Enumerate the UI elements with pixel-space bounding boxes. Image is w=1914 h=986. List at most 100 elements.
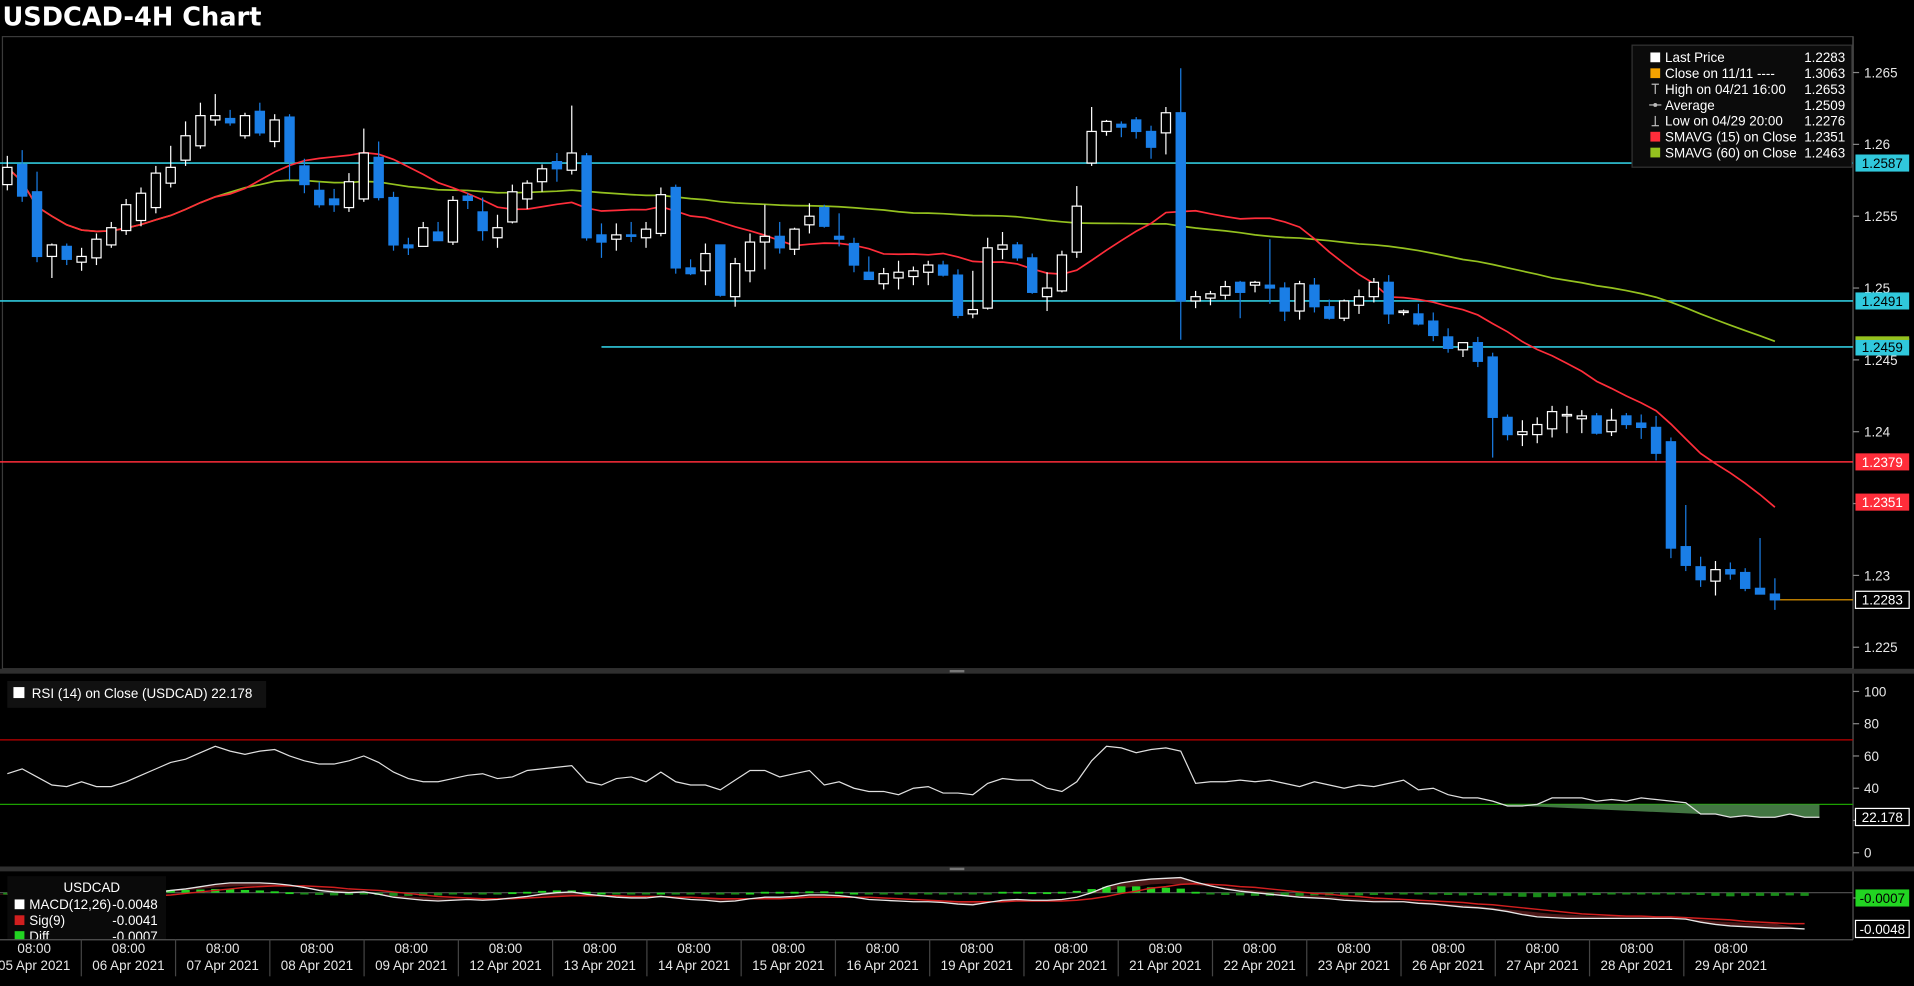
candle-up [1220, 280, 1231, 300]
candle-body [269, 119, 280, 143]
candle-down [1502, 414, 1513, 441]
macd-histogram-bar [537, 890, 547, 893]
candle-down [1279, 282, 1290, 322]
x-axis-date-label: 12 Apr 2021 [469, 958, 541, 973]
x-axis-date-label: 16 Apr 2021 [846, 958, 918, 973]
candle-up [655, 187, 667, 237]
candle-down [937, 260, 949, 277]
candle-up [165, 145, 176, 188]
candle-body [774, 235, 785, 249]
candle-down [328, 188, 340, 212]
x-axis-time-label: 08:00 [1714, 941, 1748, 956]
candle-body [1086, 130, 1097, 164]
macd-histogram-bar [834, 891, 844, 894]
candle-body [566, 152, 577, 171]
divider-grip[interactable] [949, 669, 965, 673]
macd-histogram-bar [1726, 892, 1735, 897]
candle-body [1249, 281, 1261, 286]
x-axis-time-label: 08:00 [960, 941, 994, 956]
candle-down [581, 152, 592, 241]
price-y-tick-label: 1.25 [1864, 281, 1890, 296]
x-axis-time-label: 08:00 [17, 941, 51, 956]
legend-label: Last Price [1665, 50, 1725, 65]
price-levels [0, 162, 1854, 601]
candles [2, 68, 1781, 610]
candle-body [462, 195, 473, 202]
candle-up [759, 204, 771, 270]
legend-label: SMAVG (15) on Close [1665, 130, 1797, 145]
x-axis-date-label: 19 Apr 2021 [941, 958, 1013, 973]
candle-body [1472, 342, 1484, 362]
candle-up [447, 196, 459, 245]
candle-up [804, 203, 815, 234]
level-tag-label: 1.2379 [1862, 455, 1903, 470]
candle-up [982, 237, 993, 310]
macd-legend-swatch [14, 915, 25, 926]
candle-body [507, 191, 518, 223]
candle-down [833, 213, 845, 247]
candle-down [1472, 336, 1484, 368]
macd-histogram-bar [552, 890, 562, 893]
candle-down [1264, 239, 1276, 304]
candle-down [1234, 280, 1246, 319]
candle-body [1442, 336, 1454, 349]
candle-down [1413, 303, 1424, 326]
candle-down [1324, 299, 1335, 320]
macd-legend-swatch [14, 931, 25, 941]
legend-value: 1.2653 [1804, 82, 1845, 97]
macd-histogram-bar [731, 892, 740, 895]
macd-histogram-bar [790, 891, 799, 894]
legend-box [1631, 44, 1853, 168]
candle-body [447, 199, 459, 243]
macd-histogram-bar [1666, 892, 1676, 895]
macd-histogram-bar [1146, 887, 1156, 893]
candle-body [819, 206, 830, 227]
macd-histogram-bar [701, 892, 710, 895]
macd-histogram-bar [1280, 892, 1289, 896]
macd-histogram-bar [255, 890, 264, 893]
candle-down [1309, 277, 1320, 313]
macd-legend-box [7, 876, 167, 940]
macd-histogram-bar [225, 889, 235, 893]
divider-grip-2[interactable] [949, 867, 965, 871]
candle-body [239, 115, 251, 137]
x-axis-date-label: 26 Apr 2021 [1412, 958, 1484, 973]
candle-down [1680, 504, 1691, 572]
macd-histogram-bar [329, 892, 339, 896]
candle-down [551, 152, 563, 182]
macd-histogram-bar [1072, 890, 1081, 893]
x-axis-time-label: 08:00 [1620, 941, 1654, 956]
candle-body [358, 152, 370, 200]
level-tag [1855, 154, 1910, 172]
candle-up [536, 164, 548, 192]
macd-histogram-bar [1696, 892, 1705, 895]
level-tag-label: 1.2491 [1862, 294, 1903, 309]
x-axis-time-label: 08:00 [1149, 941, 1183, 956]
macd-histogram-bar [1533, 892, 1542, 898]
x-axis-date-label: 15 Apr 2021 [752, 958, 824, 973]
macd-histogram-bar [196, 889, 205, 893]
candle-body [76, 255, 87, 263]
candle-down [1116, 121, 1127, 138]
candle-up [1517, 420, 1528, 447]
macd-histogram-bar [894, 892, 903, 895]
macd-histogram-bar [1087, 889, 1096, 893]
candle-body [1754, 587, 1766, 595]
candle-up [789, 227, 800, 255]
candle-down [1027, 253, 1038, 294]
candle-down [1175, 68, 1186, 340]
macd-histogram-bar [968, 892, 977, 895]
price-panel: 1.225 1.23 1.24 1.245 1.25 1.255 1.26 1.265 1.2… [0, 36, 1910, 670]
macd-histogram-bar [1741, 892, 1750, 896]
sma15-tag [1855, 493, 1910, 511]
macd-histogram-bar [1176, 888, 1185, 893]
macd-tags: -0.0007 -0.0048 [1853, 889, 1910, 939]
candle-down [1725, 562, 1736, 580]
candle-up [1457, 342, 1469, 358]
macd-histogram-bar [924, 892, 933, 895]
macd-signal-line [7, 882, 1805, 925]
price-legend: Last Price 1.2283 Close on 11/11 ---- 1.306… [1631, 44, 1853, 168]
legend-label: Average [1665, 98, 1715, 113]
